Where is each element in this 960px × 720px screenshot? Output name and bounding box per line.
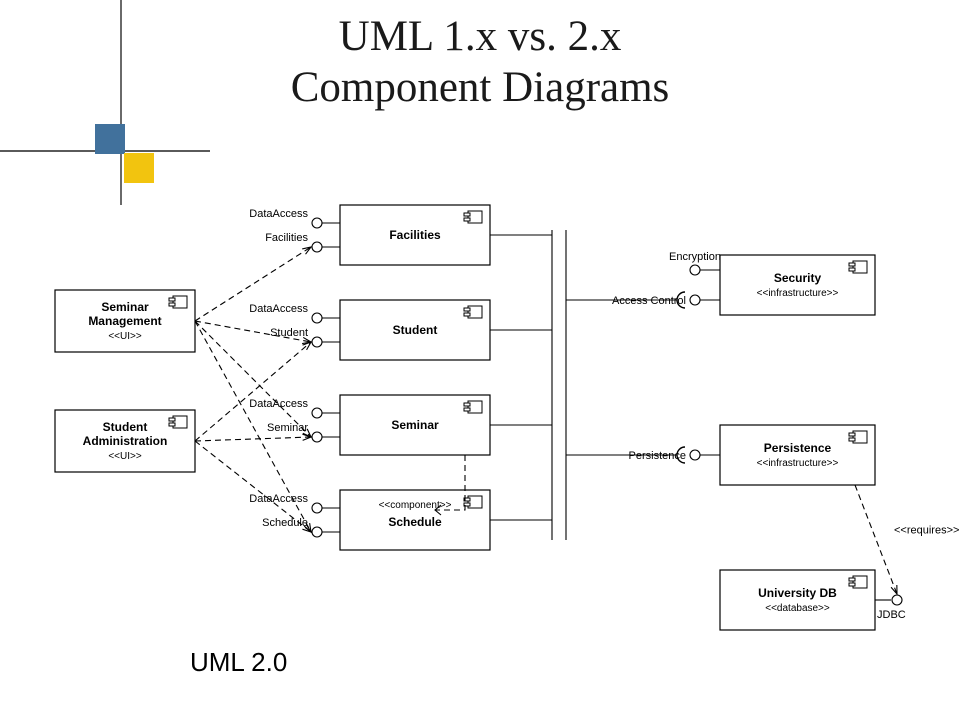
svg-text:Security: Security	[774, 271, 822, 285]
svg-text:Schedule: Schedule	[262, 517, 308, 529]
svg-text:Student: Student	[270, 327, 308, 339]
svg-text:Persistence: Persistence	[764, 441, 832, 455]
diagram-caption: UML 2.0	[190, 647, 287, 678]
svg-text:Management: Management	[88, 314, 161, 328]
svg-text:Seminar: Seminar	[101, 300, 149, 314]
svg-text:<<infrastructure>>: <<infrastructure>>	[757, 458, 839, 469]
svg-text:DataAccess: DataAccess	[249, 398, 308, 410]
svg-text:Access Control: Access Control	[612, 295, 686, 307]
svg-text:DataAccess: DataAccess	[249, 208, 308, 220]
svg-text:<<infrastructure>>: <<infrastructure>>	[757, 288, 839, 299]
svg-text:DataAccess: DataAccess	[249, 303, 308, 315]
svg-text:University DB: University DB	[758, 586, 837, 600]
svg-text:Facilities: Facilities	[389, 228, 441, 242]
svg-text:Schedule: Schedule	[388, 515, 442, 529]
svg-text:<<UI>>: <<UI>>	[108, 451, 142, 462]
svg-text:JDBC: JDBC	[877, 609, 906, 621]
svg-text:Student: Student	[393, 323, 438, 337]
svg-text:<<requires>>: <<requires>>	[894, 525, 959, 537]
component-diagram: SeminarManagement<<UI>>StudentAdministra…	[0, 0, 960, 720]
slide-root: UML 1.x vs. 2.x Component Diagrams Semin…	[0, 0, 960, 720]
svg-text:Facilities: Facilities	[265, 232, 308, 244]
svg-text:Encryption: Encryption	[669, 251, 721, 263]
svg-text:Seminar: Seminar	[391, 418, 439, 432]
svg-text:<<database>>: <<database>>	[765, 603, 830, 614]
svg-text:Administration: Administration	[83, 434, 168, 448]
svg-text:Student: Student	[103, 420, 148, 434]
svg-text:<<UI>>: <<UI>>	[108, 331, 142, 342]
svg-text:DataAccess: DataAccess	[249, 493, 308, 505]
